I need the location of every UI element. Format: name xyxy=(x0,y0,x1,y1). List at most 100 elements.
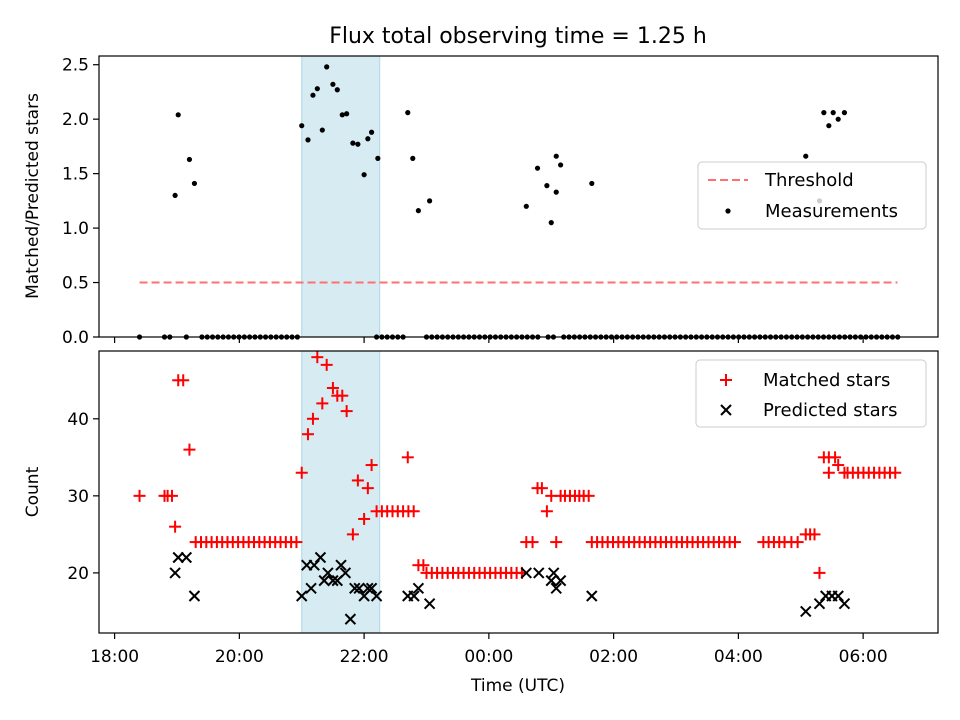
predicted-star-d2 xyxy=(554,574,567,587)
predicted-star-marker xyxy=(305,582,317,595)
matched-star-marker xyxy=(133,489,146,502)
predicted-star-d2 xyxy=(362,582,374,595)
predicted-star-marker xyxy=(308,559,320,571)
measurement-point xyxy=(172,192,178,199)
measurement-point xyxy=(548,220,554,226)
measurement-point xyxy=(821,110,827,116)
top-y-tick-label: 1.5 xyxy=(62,165,89,185)
predicted-star-d2 xyxy=(335,559,347,571)
measurement-point xyxy=(826,123,832,129)
top-highlight-span xyxy=(301,55,381,338)
measurement-point xyxy=(350,140,356,146)
legend-predicted-label: Predicted stars xyxy=(763,400,897,421)
measurement-point xyxy=(835,116,841,122)
top-y-tick-label: 1.0 xyxy=(62,219,89,239)
matched-star-marker xyxy=(822,466,835,479)
measurement-point xyxy=(523,203,529,209)
predicted-star-d2 xyxy=(314,551,327,564)
measurement-point xyxy=(427,198,433,204)
predicted-star-marker xyxy=(832,590,844,602)
matched-star-marker xyxy=(407,505,420,518)
predicted-star-marker xyxy=(344,613,357,625)
measurement-point xyxy=(803,153,809,159)
predicted-star-d2 xyxy=(308,559,320,571)
predicted-star-marker xyxy=(545,574,557,587)
predicted-star-marker xyxy=(533,567,545,579)
predicted-star-d2 xyxy=(520,567,533,579)
matched-star-marker xyxy=(290,536,303,549)
matched-star-marker xyxy=(301,428,314,441)
measurement-point xyxy=(299,123,305,129)
measurement-point xyxy=(310,92,316,98)
measurement-point xyxy=(589,180,595,187)
measurement-point xyxy=(830,110,836,116)
matched-star-marker xyxy=(582,489,595,502)
predicted-star-d2 xyxy=(327,574,339,587)
measurement-point xyxy=(553,153,559,159)
matched-star-marker xyxy=(791,536,804,549)
top-panel: 0.0 0.5 1.0 1.5 2.0 2.5 Threshold Measurements xyxy=(62,55,939,348)
measurement-point xyxy=(339,112,345,118)
measurement-point xyxy=(175,112,181,118)
predicted-star-marker xyxy=(838,598,851,610)
measurement-point xyxy=(305,137,311,143)
predicted-star-marker xyxy=(550,582,562,595)
matched-star-marker xyxy=(169,520,182,533)
measurement-point xyxy=(314,86,320,92)
measurement-point xyxy=(553,189,559,195)
matched-star-marker xyxy=(535,482,548,495)
x-tick-label: 06:00 xyxy=(839,647,888,667)
predicted-star-d2 xyxy=(550,582,562,595)
top-y-tick-label: 2.0 xyxy=(62,110,89,130)
x-tick-label: 22:00 xyxy=(340,647,389,667)
top-y-tick-label: 2.5 xyxy=(62,56,89,76)
predicted-star-marker xyxy=(412,582,425,595)
top-y-tick-label: 0.5 xyxy=(62,274,89,294)
measurement-point xyxy=(375,155,381,161)
x-axis-label: Time (UTC) xyxy=(470,676,565,696)
predicted-star-d2 xyxy=(533,567,545,579)
x-tick-label: 04:00 xyxy=(714,647,763,667)
predicted-star-marker xyxy=(318,574,330,587)
predicted-star-marker xyxy=(370,590,383,602)
predicted-star-d2 xyxy=(800,605,812,618)
matched-star-marker xyxy=(365,459,378,472)
legend-measurements-swatch xyxy=(725,208,731,214)
predicted-star-d2 xyxy=(832,590,844,602)
matched-star-marker xyxy=(316,397,329,410)
predicted-star-marker xyxy=(327,574,339,587)
matched-star-marker xyxy=(177,374,190,387)
predicted-star-d2 xyxy=(586,590,598,602)
top-axes-frame xyxy=(98,55,939,338)
matched-star-marker xyxy=(351,474,364,487)
matched-star-marker xyxy=(540,505,553,518)
x-tick-label: 20:00 xyxy=(215,647,264,667)
predicted-star-marker xyxy=(408,590,420,602)
matched-star-marker xyxy=(808,528,821,541)
chart-title: Flux total observing time = 1.25 h xyxy=(329,24,707,49)
predicted-star-marker xyxy=(813,598,826,610)
predicted-star-d2 xyxy=(838,598,851,610)
matched-star-marker xyxy=(295,466,308,479)
predicted-star-marker xyxy=(586,590,598,602)
legend-threshold-label: Threshold xyxy=(764,170,854,191)
measurement-point xyxy=(410,155,416,161)
predicted-star-d2 xyxy=(339,567,352,579)
matched-star-marker xyxy=(306,412,319,425)
top-y-axis-label: Matched/Predicted stars xyxy=(23,93,43,299)
predicted-star-d2 xyxy=(423,598,436,610)
predicted-star-d2 xyxy=(365,582,378,595)
top-legend-box xyxy=(697,161,927,230)
measurement-point xyxy=(191,180,198,187)
legend-predicted-swatch xyxy=(720,404,732,416)
matched-star-marker xyxy=(336,389,349,402)
matched-star-marker xyxy=(829,451,842,464)
bottom-y-tick-label: 20 xyxy=(67,564,89,584)
measurement-point xyxy=(405,110,411,116)
bottom-legend-box xyxy=(695,359,927,428)
matched-star-marker xyxy=(889,466,902,479)
measurement-point xyxy=(415,208,421,214)
matched-star-marker xyxy=(401,451,414,464)
predicted-star-marker xyxy=(188,590,201,602)
